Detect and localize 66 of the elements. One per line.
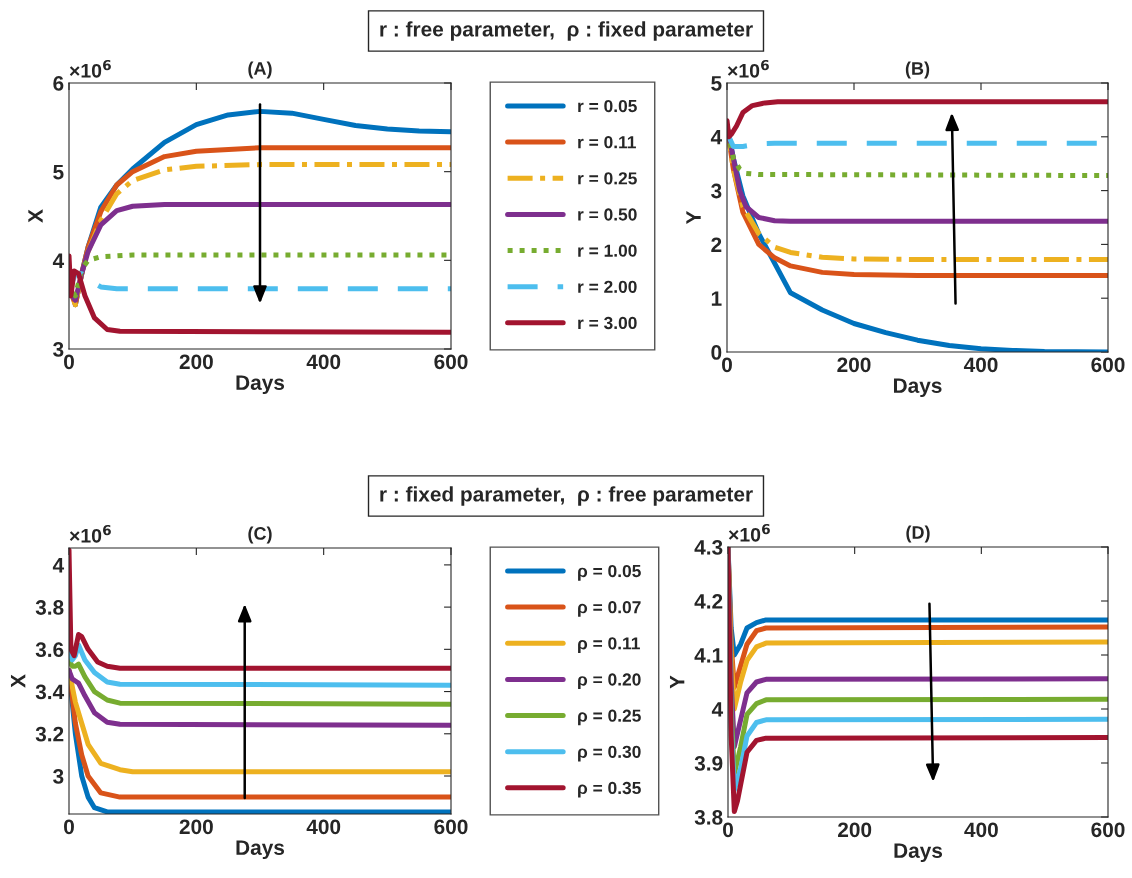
- legend-label: r = 0.50: [578, 208, 637, 221]
- legend-label: ρ = 0.25: [578, 709, 641, 726]
- y-tick-label: 3: [53, 769, 64, 784]
- y-tick-label: 5: [711, 76, 722, 91]
- legend-label: r = 0.05: [578, 99, 637, 113]
- x-tick-label: 0: [723, 822, 733, 838]
- text: ×10$^{6}$: [728, 523, 770, 542]
- chart-title: (B): [905, 61, 930, 79]
- y-tick-label: 2: [711, 237, 722, 252]
- legend-label: ρ = 0.05: [578, 564, 641, 581]
- chart-title: (D): [906, 525, 930, 543]
- y-tick-label: 3.6: [35, 642, 64, 658]
- x-tick-label: 600: [434, 819, 468, 835]
- legend-label: r = 3.00: [578, 316, 637, 330]
- text: ×10$^{6}$: [69, 59, 111, 78]
- legend-label: r = 0.25: [578, 172, 637, 185]
- text: r : fixed parameter, ρ : free parameter: [380, 486, 753, 506]
- y-tick-label: 5: [53, 164, 64, 180]
- text: ×10$^{6}$: [69, 524, 111, 543]
- x-axis-title: Days: [894, 843, 943, 863]
- y-tick-label: 3.8: [694, 810, 723, 825]
- y-tick-label: 3: [53, 342, 64, 357]
- y-tick-label: 3: [711, 183, 722, 199]
- legend-label: r = 1.00: [578, 244, 637, 257]
- x-axis-title: Days: [236, 375, 285, 395]
- y-tick-label: 4.2: [694, 594, 723, 609]
- legend-label: ρ = 0.35: [578, 781, 641, 798]
- y-axis-title: X: [10, 674, 26, 688]
- legend-label: r = 0.11: [578, 136, 636, 149]
- y-tick-label: 4: [711, 702, 724, 717]
- text: r : free parameter, ρ : fixed parameter: [380, 21, 753, 41]
- x-tick-label: 400: [306, 819, 341, 835]
- y-tick-label: 3.2: [35, 726, 64, 742]
- x-tick-label: 200: [179, 354, 213, 370]
- chart-title: (A): [248, 61, 272, 79]
- y-tick-label: 4: [710, 130, 723, 145]
- y-tick-label: 3.4: [35, 684, 65, 700]
- x-tick-label: 200: [179, 819, 213, 835]
- y-tick-label: 4: [52, 558, 65, 573]
- x-tick-label: 400: [964, 822, 998, 838]
- x-axis-title: Days: [893, 378, 942, 398]
- y-tick-label: 4.1: [694, 648, 723, 663]
- text: ×10$^{6}$: [727, 59, 769, 78]
- y-axis-title: X: [28, 209, 43, 223]
- x-tick-label: 600: [434, 354, 468, 370]
- y-axis-title: Y: [669, 675, 685, 689]
- x-tick-label: 400: [306, 354, 341, 370]
- legend-label: r = 2.00: [578, 280, 637, 293]
- y-tick-label: 1: [711, 291, 722, 306]
- y-axis-title: Y: [686, 210, 701, 225]
- legend-label: ρ = 0.11: [578, 637, 640, 653]
- chart-title: (C): [248, 526, 272, 544]
- y-tick-label: 4: [52, 253, 65, 268]
- legend-label: ρ = 0.30: [578, 745, 641, 762]
- x-tick-label: 600: [1091, 357, 1125, 373]
- y-tick-label: 4.3: [694, 540, 723, 555]
- x-axis-title: Days: [236, 840, 285, 860]
- legend-label: ρ = 0.07: [578, 601, 641, 617]
- y-tick-label: 3.8: [35, 600, 64, 615]
- y-tick-label: 3.9: [694, 756, 723, 771]
- x-tick-label: 400: [963, 357, 998, 373]
- y-tick-label: 6: [53, 76, 64, 91]
- legend-label: ρ = 0.20: [578, 673, 641, 690]
- x-tick-label: 600: [1091, 822, 1125, 838]
- x-tick-label: 200: [838, 822, 872, 838]
- x-tick-label: 200: [837, 357, 871, 373]
